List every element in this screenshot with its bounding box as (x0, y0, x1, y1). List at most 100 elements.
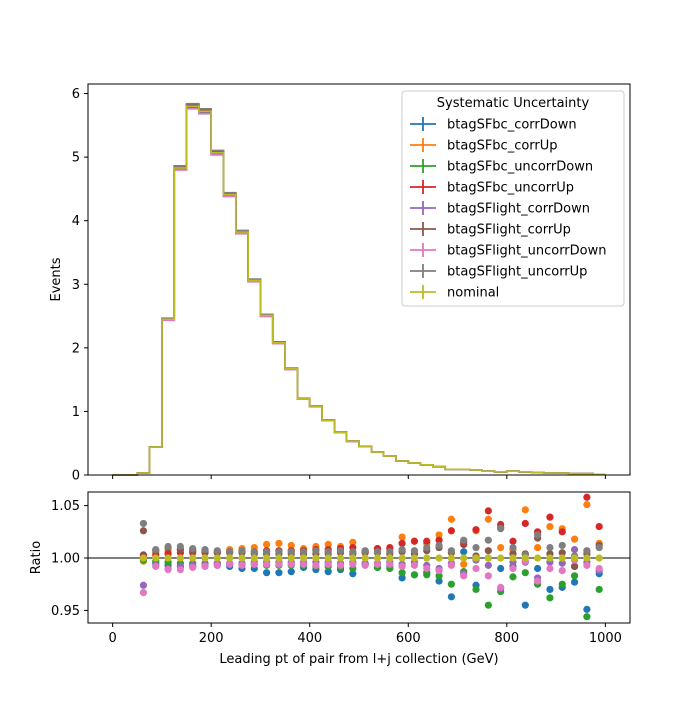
ratio-point-btagSFbc_uncorrUp-28 (484, 507, 492, 515)
ratio-point-btagSFbc_corrDown-11 (275, 569, 283, 577)
upper-panel: 0 1 2 3 4 5 6 Events Systematic Uncertainty bt… (49, 83, 631, 484)
legend-label-nominal: nominal (447, 286, 499, 301)
ratio-point-btagSFlight_uncorrDown-32 (534, 577, 542, 585)
legend-entry-btagSFbc_uncorrUp: btagSFbc_uncorrUp (410, 180, 574, 196)
legend: Systematic Uncertainty btagSFbc_corrDown… (401, 90, 625, 307)
ratio-point-btagSFbc_corrDown-15 (324, 568, 332, 576)
ratio-point-nominal-21 (398, 554, 406, 562)
ratio-point-btagSFlight_uncorrUp-3 (176, 542, 184, 551)
ratio-point-btagSFbc_corrUp-24 (435, 531, 443, 539)
ratio-point-btagSFlight_uncorrUp-8 (238, 547, 246, 555)
ratio-point-btagSFlight_uncorrDown-4 (189, 563, 197, 572)
ratio-points (139, 493, 603, 621)
ratio-point-btagSFlight_uncorrUp-13 (299, 548, 308, 556)
upper-ticks: 0 1 2 3 4 5 6 (72, 87, 606, 484)
lower-x-tick-label-5: 1000 (589, 631, 622, 646)
ratio-point-btagSFlight_uncorrDown-33 (546, 564, 554, 573)
legend-entries: btagSFbc_corrDown btagSFbc_corrUp btagSFbc… (410, 117, 607, 301)
legend-entry-btagSFlight_uncorrUp: btagSFlight_uncorrUp (410, 264, 587, 280)
ratio-point-btagSFlight_uncorrDown-6 (213, 561, 221, 569)
legend-label-btagSFlight_uncorrDown: btagSFlight_uncorrDown (447, 244, 607, 259)
ratio-point-nominal-35 (570, 554, 579, 562)
ratio-point-btagSFbc_uncorrUp-37 (595, 522, 603, 531)
ratio-point-btagSFlight_uncorrDown-0 (139, 589, 148, 597)
legend-entry-btagSFbc_uncorrDown: btagSFbc_uncorrDown (410, 159, 593, 175)
ratio-point-btagSFlight_uncorrDown-26 (460, 572, 468, 580)
legend-label-btagSFbc_uncorrUp: btagSFbc_uncorrUp (447, 181, 574, 196)
ratio-point-btagSFlight_uncorrDown-17 (349, 560, 357, 568)
ratio-point-btagSFlight_uncorrUp-10 (263, 548, 271, 556)
upper-y-tick-label-5: 5 (72, 151, 80, 166)
ratio-point-nominal-31 (521, 554, 529, 562)
ratio-point-btagSFlight_corrUp-34 (558, 549, 566, 557)
lower-x-tick-label-3: 600 (396, 631, 421, 646)
lower-axes-frame (87, 491, 631, 624)
ratio-point-btagSFlight_corrDown-0 (139, 581, 148, 589)
ratio-point-btagSFbc_corrDown-33 (546, 585, 554, 594)
lower-y-axis-label: Ratio (29, 541, 44, 574)
lower-y-tick-label-0: 0.95 (51, 604, 80, 619)
legend-entry-btagSFbc_corrUp: btagSFbc_corrUp (410, 138, 558, 154)
ratio-point-btagSFlight_uncorrUp-2 (164, 542, 172, 551)
ratio-point-btagSFbc_corrDown-21 (398, 574, 406, 582)
ratio-point-btagSFbc_corrUp-11 (275, 539, 283, 547)
ratio-point-btagSFlight_corrUp-28 (484, 547, 492, 555)
ratio-point-btagSFlight_uncorrDown-19 (373, 560, 382, 568)
ratio-point-nominal-34 (558, 554, 566, 562)
ratio-point-btagSFbc_uncorrDown-24 (435, 572, 443, 580)
ratio-point-btagSFbc_corrDown-10 (263, 569, 271, 577)
ratio-point-btagSFbc_uncorrDown-22 (410, 571, 419, 579)
ratio-point-nominal-0 (139, 554, 148, 562)
ratio-point-btagSFlight_uncorrDown-15 (324, 560, 332, 568)
ratio-point-btagSFlight_uncorrDown-20 (386, 560, 394, 568)
ratio-point-btagSFlight_uncorrDown-12 (287, 560, 295, 568)
ratio-point-nominal-24 (435, 554, 443, 562)
ratio-point-btagSFbc_uncorrDown-28 (484, 601, 492, 609)
ratio-point-nominal-26 (460, 554, 468, 562)
ratio-point-nominal-28 (484, 554, 492, 562)
upper-axes-frame (87, 83, 631, 476)
ratio-point-btagSFlight_corrDown-28 (484, 561, 492, 569)
ratio-point-btagSFlight_uncorrUp-26 (460, 536, 468, 544)
ratio-point-btagSFbc_corrDown-35 (570, 578, 579, 586)
ratio-point-btagSFlight_uncorrUp-14 (312, 547, 320, 555)
lower-x-tick-label-1: 200 (199, 631, 224, 646)
ratio-point-btagSFbc_corrDown-12 (287, 568, 295, 576)
ratio-point-btagSFlight_uncorrDown-36 (583, 561, 591, 569)
ratio-point-nominal-32 (534, 554, 542, 562)
ratio-series-btagSFlight_uncorrDown (139, 556, 603, 597)
ratio-point-btagSFbc_corrUp-33 (546, 522, 554, 531)
ratio-point-btagSFlight_uncorrDown-21 (398, 562, 406, 571)
upper-y-axis-label: Events (49, 257, 64, 301)
ratio-point-nominal-20 (386, 554, 394, 562)
ratio-point-btagSFlight_corrUp-35 (570, 562, 579, 571)
ratio-point-btagSFlight_uncorrUp-28 (484, 536, 492, 544)
step-line-nominal (112, 105, 606, 476)
ratio-point-btagSFlight_uncorrUp-29 (497, 525, 505, 533)
ratio-point-btagSFlight_uncorrUp-23 (423, 543, 431, 552)
legend-label-btagSFbc_corrDown: btagSFbc_corrDown (447, 118, 577, 133)
ratio-point-btagSFbc_corrDown-17 (349, 570, 357, 578)
ratio-point-btagSFlight_uncorrDown-2 (164, 565, 172, 574)
ratio-point-btagSFlight_uncorrUp-22 (410, 547, 419, 555)
ratio-point-nominal-12 (287, 554, 295, 562)
ratio-point-btagSFlight_corrUp-0 (139, 527, 148, 535)
ratio-point-nominal-7 (226, 554, 234, 562)
ratio-point-nominal-6 (213, 554, 221, 562)
ratio-point-btagSFlight_uncorrDown-27 (472, 564, 480, 573)
upper-step-series (112, 102, 606, 476)
ratio-point-btagSFlight_uncorrUp-12 (287, 548, 295, 556)
ratio-point-nominal-2 (164, 554, 172, 562)
ratio-point-btagSFlight_uncorrUp-32 (534, 531, 542, 539)
ratio-point-btagSFbc_uncorrUp-25 (447, 527, 455, 535)
ratio-point-nominal-18 (361, 554, 369, 562)
ratio-point-btagSFbc_uncorrUp-24 (435, 536, 443, 544)
ratio-point-btagSFlight_uncorrDown-37 (595, 564, 603, 573)
ratio-point-btagSFlight_uncorrUp-30 (509, 543, 517, 552)
ratio-point-btagSFbc_corrUp-10 (263, 540, 271, 549)
ratio-point-btagSFlight_uncorrDown-34 (558, 567, 566, 575)
ratio-point-btagSFbc_corrUp-31 (521, 506, 529, 514)
ratio-point-btagSFlight_uncorrUp-5 (201, 546, 209, 554)
ratio-point-btagSFlight_uncorrUp-9 (250, 548, 258, 556)
